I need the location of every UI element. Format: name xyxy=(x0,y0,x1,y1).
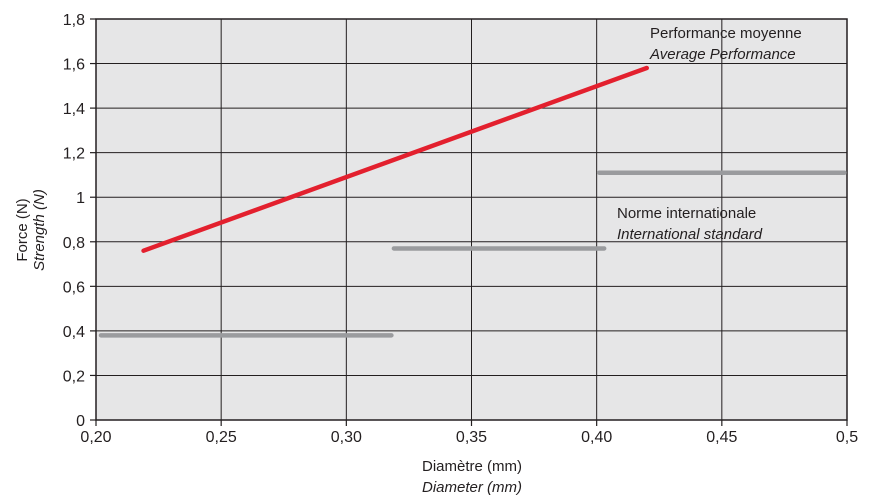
x-tick-label: 0,35 xyxy=(456,429,487,446)
x-tick-label: 0,40 xyxy=(581,429,612,446)
y-tick-label: 1,6 xyxy=(63,57,85,74)
y-tick-label: 1,8 xyxy=(63,12,85,29)
x-tick-label: 0,30 xyxy=(331,429,362,446)
x-tick-label: 0,5 xyxy=(836,429,858,446)
ticks: 0,20 0,25 0,30 0,35 0,40 0,45 0,5 0 0,2 0,4 0,6 0,8… xyxy=(63,12,858,446)
x-tick-label: 0,25 xyxy=(206,429,237,446)
y-tick-label: 0,2 xyxy=(63,368,85,385)
y-tick-label: 0,6 xyxy=(63,279,85,296)
y-tick-label: 1,4 xyxy=(63,101,85,118)
y-tick-label: 1 xyxy=(76,190,85,207)
average-performance-line xyxy=(141,65,649,253)
x-axis-label: Diamètre (mm) xyxy=(422,458,522,475)
series-label-performance: Performance moyenne xyxy=(650,25,802,42)
x-tick-label: 0,20 xyxy=(80,429,111,446)
labels: Performance moyenne Average Performance … xyxy=(14,25,802,496)
y-axis-label-en: Strength (N) xyxy=(31,189,48,271)
x-tick-label: 0,45 xyxy=(706,429,737,446)
x-axis-label-en: Diameter (mm) xyxy=(422,479,522,496)
y-axis-label: Force (N) xyxy=(14,198,31,261)
y-tick-label: 0 xyxy=(76,413,85,430)
series-label-standard-en: International standard xyxy=(617,226,763,243)
y-tick-label: 0,4 xyxy=(63,324,85,341)
series-label-standard: Norme internationale xyxy=(617,205,756,222)
y-tick-label: 1,2 xyxy=(63,146,85,163)
y-tick-label: 0,8 xyxy=(63,235,85,252)
series xyxy=(98,65,847,338)
series-label-performance-en: Average Performance xyxy=(649,46,796,63)
